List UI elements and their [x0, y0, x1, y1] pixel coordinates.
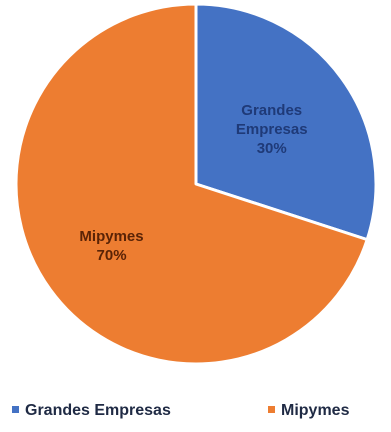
- pie-slice-labels: Grandes Empresas 30% Mipymes 70%: [79, 102, 307, 264]
- slice-label-line: 30%: [257, 140, 287, 157]
- slice-label-line: 70%: [97, 247, 127, 264]
- pie-slice-1: [14, 2, 369, 366]
- slice-label-0: Grandes Empresas 30%: [236, 102, 308, 157]
- legend: Grandes Empresas Mipymes: [12, 402, 350, 419]
- pie-slices: [14, 2, 378, 366]
- legend-item-1: Mipymes: [268, 402, 350, 419]
- slice-label-1: Mipymes 70%: [79, 228, 143, 264]
- legend-swatch: [268, 406, 275, 413]
- pie-slice-0: [194, 2, 378, 242]
- legend-label: Grandes Empresas: [25, 402, 171, 419]
- legend-label: Mipymes: [281, 402, 350, 419]
- legend-swatch: [12, 406, 19, 413]
- legend-item-0: Grandes Empresas: [12, 402, 171, 419]
- slice-label-line: Empresas: [236, 121, 308, 138]
- slice-label-line: Mipymes: [79, 228, 143, 245]
- slice-label-line: Grandes: [241, 102, 302, 119]
